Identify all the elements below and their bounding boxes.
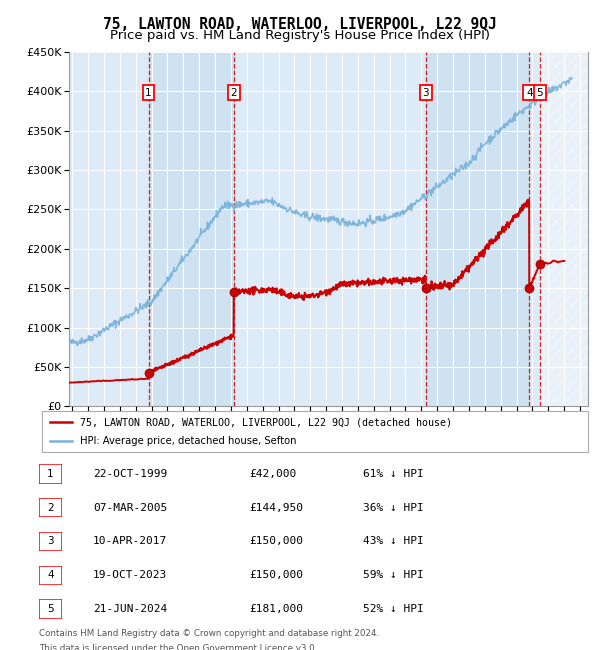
Bar <box>540 52 588 406</box>
FancyBboxPatch shape <box>39 464 62 484</box>
Text: 59% ↓ HPI: 59% ↓ HPI <box>363 570 424 580</box>
FancyBboxPatch shape <box>42 411 588 452</box>
Text: £144,950: £144,950 <box>249 502 303 513</box>
Text: 4: 4 <box>47 570 54 580</box>
Text: Contains HM Land Registry data © Crown copyright and database right 2024.: Contains HM Land Registry data © Crown c… <box>39 629 379 638</box>
Text: 75, LAWTON ROAD, WATERLOO, LIVERPOOL, L22 9QJ (detached house): 75, LAWTON ROAD, WATERLOO, LIVERPOOL, L2… <box>80 417 452 427</box>
Text: 07-MAR-2005: 07-MAR-2005 <box>93 502 167 513</box>
Text: 4: 4 <box>526 88 533 97</box>
FancyBboxPatch shape <box>39 532 62 551</box>
Text: 3: 3 <box>422 88 429 97</box>
Text: 10-APR-2017: 10-APR-2017 <box>93 536 167 547</box>
FancyBboxPatch shape <box>39 566 62 585</box>
Text: 22-OCT-1999: 22-OCT-1999 <box>93 469 167 479</box>
Text: £181,000: £181,000 <box>249 604 303 614</box>
Text: 75, LAWTON ROAD, WATERLOO, LIVERPOOL, L22 9QJ: 75, LAWTON ROAD, WATERLOO, LIVERPOOL, L2… <box>103 17 497 32</box>
Text: 21-JUN-2024: 21-JUN-2024 <box>93 604 167 614</box>
Text: 3: 3 <box>47 536 54 547</box>
Text: £42,000: £42,000 <box>249 469 296 479</box>
Text: 2: 2 <box>230 88 237 97</box>
Text: £150,000: £150,000 <box>249 570 303 580</box>
Bar <box>149 52 234 406</box>
Text: 5: 5 <box>47 604 54 614</box>
Text: 19-OCT-2023: 19-OCT-2023 <box>93 570 167 580</box>
Text: 61% ↓ HPI: 61% ↓ HPI <box>363 469 424 479</box>
Text: HPI: Average price, detached house, Sefton: HPI: Average price, detached house, Seft… <box>80 436 297 446</box>
FancyBboxPatch shape <box>39 599 62 619</box>
Text: 43% ↓ HPI: 43% ↓ HPI <box>363 536 424 547</box>
Text: This data is licensed under the Open Government Licence v3.0.: This data is licensed under the Open Gov… <box>39 644 317 650</box>
Text: £150,000: £150,000 <box>249 536 303 547</box>
Text: 1: 1 <box>145 88 152 97</box>
Text: Price paid vs. HM Land Registry's House Price Index (HPI): Price paid vs. HM Land Registry's House … <box>110 29 490 42</box>
Bar <box>426 52 529 406</box>
Text: 52% ↓ HPI: 52% ↓ HPI <box>363 604 424 614</box>
Text: 2: 2 <box>47 502 54 513</box>
Text: 1: 1 <box>47 469 54 479</box>
FancyBboxPatch shape <box>39 498 62 517</box>
Text: 5: 5 <box>536 88 543 97</box>
Text: 36% ↓ HPI: 36% ↓ HPI <box>363 502 424 513</box>
